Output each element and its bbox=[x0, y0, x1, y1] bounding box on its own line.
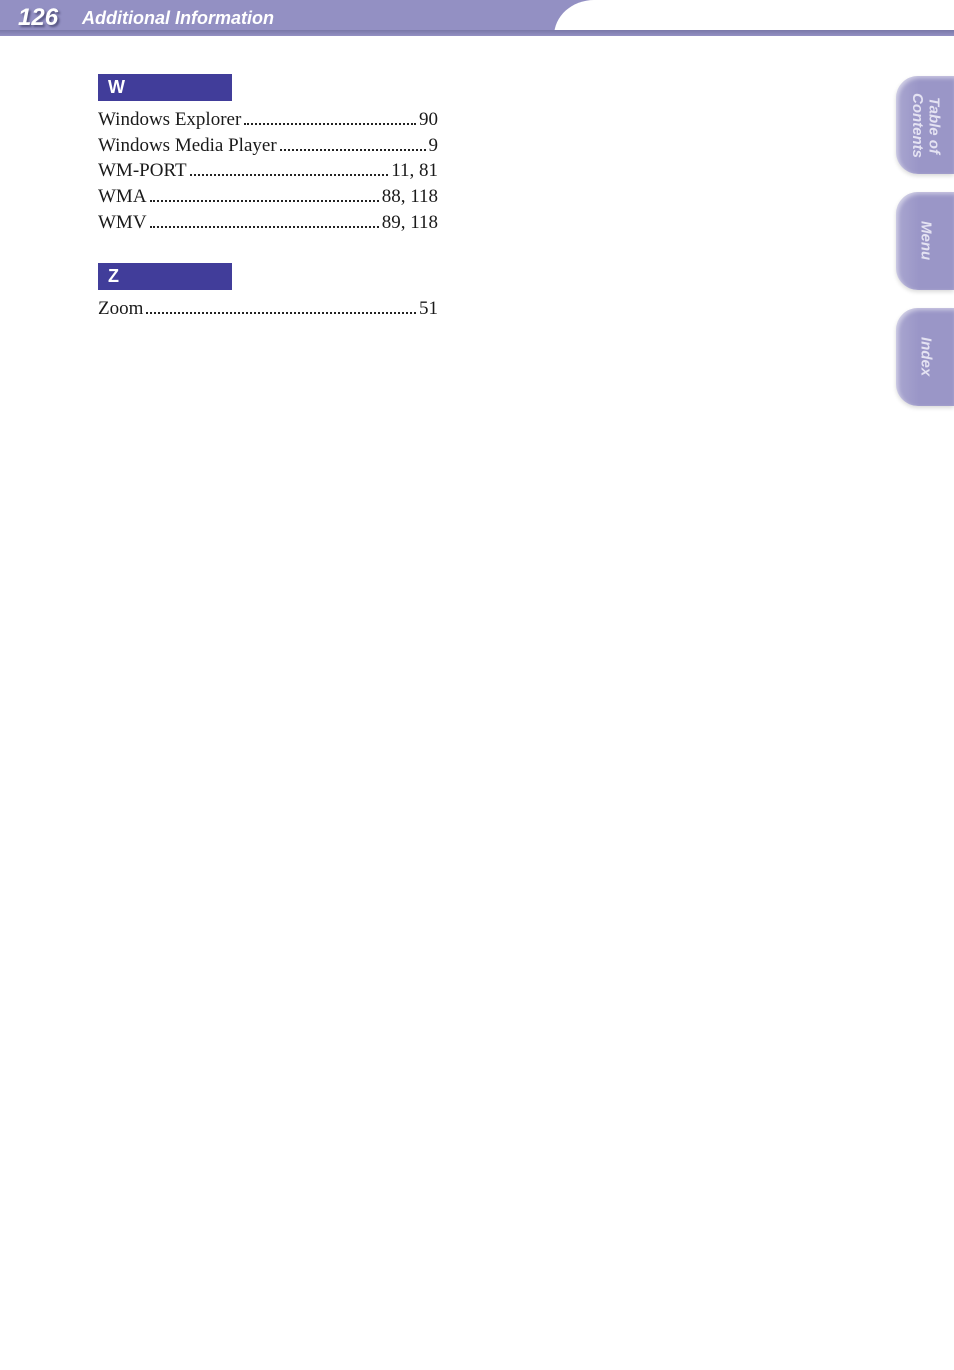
index-term: Windows Media Player bbox=[98, 133, 277, 159]
index-entry: Zoom 51 bbox=[98, 296, 438, 322]
index-dots bbox=[190, 174, 389, 176]
index-dots bbox=[150, 226, 379, 228]
index-list-z: Zoom 51 bbox=[98, 296, 438, 322]
index-term: WM-PORT bbox=[98, 158, 187, 184]
header-curve bbox=[554, 0, 954, 36]
index-term: WMA bbox=[98, 184, 147, 210]
index-page-link[interactable]: 90 bbox=[419, 107, 438, 133]
index-entry: WM-PORT 11, 81 bbox=[98, 158, 438, 184]
side-tab-label: Menu bbox=[917, 221, 934, 260]
index-letter-w: W bbox=[98, 74, 232, 101]
header-bar: 126 Additional Information bbox=[0, 0, 954, 36]
side-tab-label: Table of Contents bbox=[909, 93, 942, 158]
index-page-link[interactable]: 88, 118 bbox=[382, 184, 438, 210]
index-page-link[interactable]: 9 bbox=[429, 133, 439, 159]
index-entry: Windows Media Player 9 bbox=[98, 133, 438, 159]
index-column: W Windows Explorer 90 Windows Media Play… bbox=[98, 74, 438, 350]
index-dots bbox=[150, 200, 379, 202]
side-tab-menu[interactable]: Menu bbox=[896, 192, 954, 290]
index-letter-z: Z bbox=[98, 263, 232, 290]
index-term: Zoom bbox=[98, 296, 143, 322]
index-page-link[interactable]: 89, 118 bbox=[382, 210, 438, 236]
side-tabs: Table of Contents Menu Index bbox=[896, 76, 954, 406]
index-entry: WMA 88, 118 bbox=[98, 184, 438, 210]
index-dots bbox=[146, 312, 416, 314]
index-entry: Windows Explorer 90 bbox=[98, 107, 438, 133]
index-list-w: Windows Explorer 90 Windows Media Player… bbox=[98, 107, 438, 235]
index-page-link[interactable]: 51 bbox=[419, 296, 438, 322]
index-dots bbox=[244, 123, 416, 125]
index-term: WMV bbox=[98, 210, 147, 236]
index-dots bbox=[280, 149, 426, 151]
index-page-link[interactable]: 11, 81 bbox=[391, 158, 438, 184]
index-term: Windows Explorer bbox=[98, 107, 241, 133]
side-tab-index[interactable]: Index bbox=[896, 308, 954, 406]
side-tab-label: Index bbox=[917, 337, 934, 376]
side-tab-toc[interactable]: Table of Contents bbox=[896, 76, 954, 174]
index-entry: WMV 89, 118 bbox=[98, 210, 438, 236]
header-title: Additional Information bbox=[82, 8, 274, 29]
page-number: 126 bbox=[18, 4, 58, 32]
